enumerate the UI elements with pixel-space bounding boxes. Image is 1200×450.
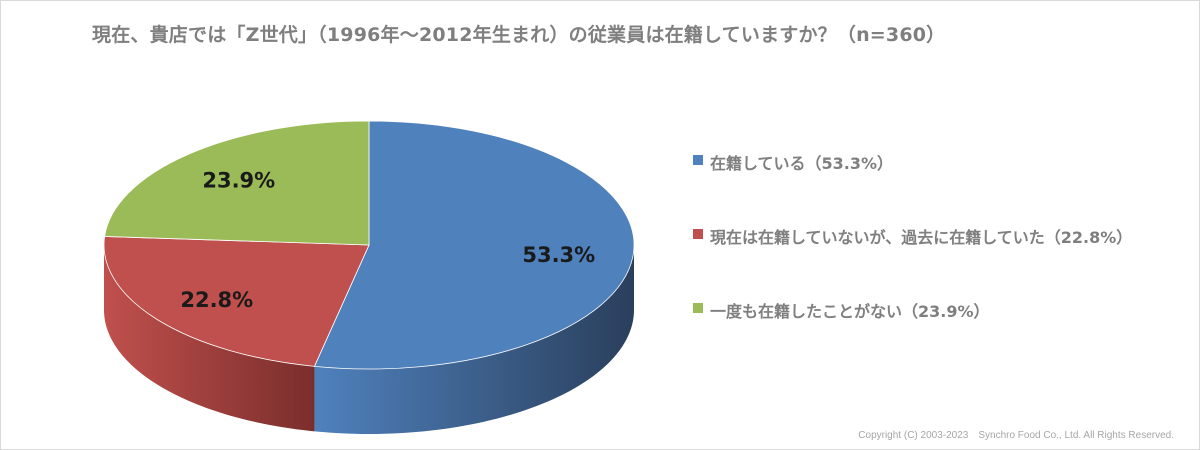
pie-slice xyxy=(104,120,370,246)
legend-swatch xyxy=(693,303,703,313)
legend-swatch xyxy=(693,229,703,239)
pie-slice xyxy=(313,120,635,370)
pie-data-label: 23.9% xyxy=(202,169,275,193)
pie-side-wall xyxy=(314,245,634,434)
pie-data-label: 22.8% xyxy=(180,288,253,312)
pie-side-wall xyxy=(104,245,315,432)
legend-swatch xyxy=(693,155,703,165)
copyright-notice: Copyright (C) 2003-2023 Synchro Food Co.… xyxy=(858,430,1174,441)
legend-label: 在籍している（53.3%） xyxy=(710,154,894,173)
chart-title: 現在、貴店では「Z世代」（1996年～2012年生まれ）の従業員は在籍しています… xyxy=(92,24,946,46)
pie-data-label: 53.3% xyxy=(522,243,595,267)
legend-label: 現在は在籍していないが、過去に在籍していた（22.8%） xyxy=(710,228,1133,247)
pie-slice xyxy=(103,236,370,367)
legend-label: 一度も在籍したことがない（23.9%） xyxy=(710,302,990,321)
